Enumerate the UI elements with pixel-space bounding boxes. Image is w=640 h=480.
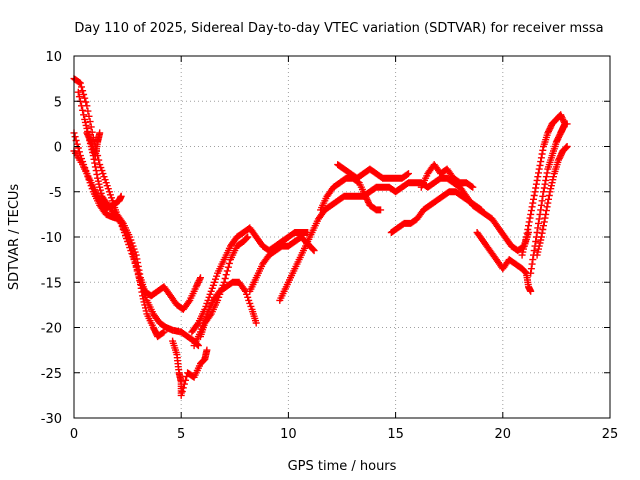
x-tick-label: 20 [495, 427, 512, 442]
series-track-j [246, 233, 318, 295]
series-track-s [533, 143, 571, 259]
data-point-markers [518, 111, 569, 259]
x-tick-label: 5 [177, 427, 185, 442]
data-point-markers [533, 143, 571, 259]
x-tick-label: 10 [280, 427, 297, 442]
chart-title: Day 110 of 2025, Sidereal Day-to-day VTE… [74, 21, 603, 36]
data-points [70, 75, 571, 399]
x-axis-label: GPS time / hours [288, 459, 397, 474]
series-track-k [276, 174, 532, 304]
x-tick-label: 0 [70, 427, 78, 442]
y-tick-label: -5 [49, 186, 62, 201]
data-point-markers [246, 233, 318, 295]
y-tick-label: -25 [41, 367, 62, 382]
y-tick-label: -30 [41, 412, 62, 427]
y-tick-label: -15 [41, 276, 62, 291]
data-point-markers [473, 229, 535, 295]
data-point-markers [276, 174, 532, 304]
x-tick-label: 15 [387, 427, 404, 442]
series-track-g [188, 224, 312, 336]
y-tick-label: 10 [45, 50, 62, 65]
series-track-m [334, 161, 412, 182]
data-point-markers [169, 337, 211, 399]
y-tick-label: 0 [54, 141, 62, 156]
data-point-markers [334, 161, 412, 182]
series-track-i [197, 233, 252, 341]
data-point-markers [83, 129, 104, 160]
data-point-markers [387, 188, 485, 236]
x-tick-label: 25 [602, 427, 619, 442]
data-point-markers [417, 161, 477, 191]
data-point-markers [197, 233, 252, 341]
data-point-markers [527, 120, 571, 277]
series-track-o [417, 161, 477, 191]
series-track-f [169, 337, 211, 399]
series-track-p [473, 229, 535, 295]
y-tick-label: 5 [54, 95, 62, 110]
y-tick-label: -20 [41, 322, 62, 337]
series-track-e [83, 129, 104, 160]
series-track-q [518, 111, 569, 259]
data-point-markers [188, 224, 312, 336]
y-axis-label: SDTVAR / TECUs [7, 184, 22, 291]
axis-ticks: 0 5 10 15 20 25 -30 -25 -20 -15 -10 -5 0 5 10 [41, 50, 619, 442]
series-track-n [387, 188, 485, 236]
y-tick-label: -10 [41, 231, 62, 246]
series-track-r [527, 120, 571, 277]
